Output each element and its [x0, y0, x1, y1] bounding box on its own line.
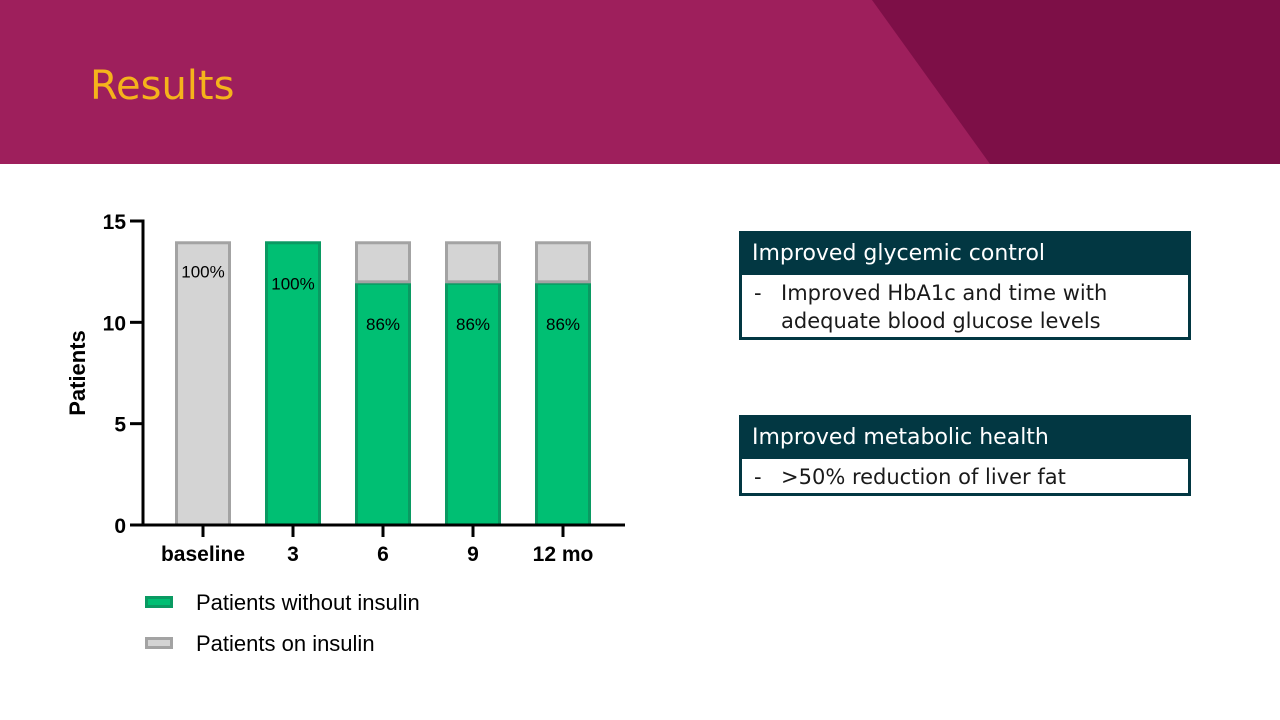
info-box-bullet: - >50% reduction of liver fat: [742, 459, 1188, 493]
y-tick-label-2: 10: [103, 312, 126, 335]
header-accent-shape: [872, 0, 1280, 164]
bar-without-insulin-2: [355, 281, 411, 527]
data-label-3: 86%: [456, 315, 490, 334]
x-tick-label-2: 6: [377, 543, 389, 566]
data-label-2: 86%: [366, 315, 400, 334]
bar-chart: 100% baseline 100% 3 86% 6 86% 9 86% 12 mo 0 5 10 15 P…: [65, 211, 625, 566]
x-tick-label-4: 12 mo: [533, 543, 594, 566]
bar-without-insulin-1: [265, 241, 321, 527]
info-box-metabolic-health: Improved metabolic health - >50% reducti…: [739, 415, 1191, 496]
x-tick-label-1: 3: [287, 543, 299, 566]
y-tick-label-0: 0: [114, 515, 126, 538]
info-box-title: Improved metabolic health: [742, 418, 1188, 459]
legend-swatch-without-insulin: [145, 596, 173, 608]
y-tick-label-3: 15: [103, 211, 127, 234]
data-label-1: 100%: [271, 274, 314, 293]
info-box-glycemic-control: Improved glycemic control - Improved HbA…: [739, 231, 1191, 340]
data-label-4: 86%: [546, 315, 580, 334]
header-banner: Results: [0, 0, 1280, 164]
bullet-text: Improved HbA1c and time with adequate bl…: [781, 281, 1108, 333]
bar-on-insulin-4: [535, 241, 591, 284]
info-box-bullet: - Improved HbA1c and time with adequate …: [742, 275, 1188, 337]
x-tick-label-3: 9: [467, 543, 479, 566]
bullet-dash: -: [754, 281, 762, 305]
data-label-0: 100%: [181, 262, 224, 281]
bar-on-insulin-2: [355, 241, 411, 284]
bullet-text: >50% reduction of liver fat: [781, 465, 1066, 489]
bar-on-insulin-0: [175, 241, 231, 527]
page-title: Results: [90, 63, 235, 109]
legend-label-without-insulin: Patients without insulin: [196, 590, 420, 615]
y-axis-label: Patients: [65, 330, 90, 416]
legend-swatch-on-insulin: [145, 637, 173, 649]
bullet-dash: -: [754, 465, 762, 489]
legend-label-on-insulin: Patients on insulin: [196, 631, 375, 656]
bar-on-insulin-3: [445, 241, 501, 284]
info-box-title: Improved glycemic control: [742, 234, 1188, 275]
y-tick-label-1: 5: [114, 414, 126, 437]
x-tick-label-0: baseline: [161, 543, 245, 566]
